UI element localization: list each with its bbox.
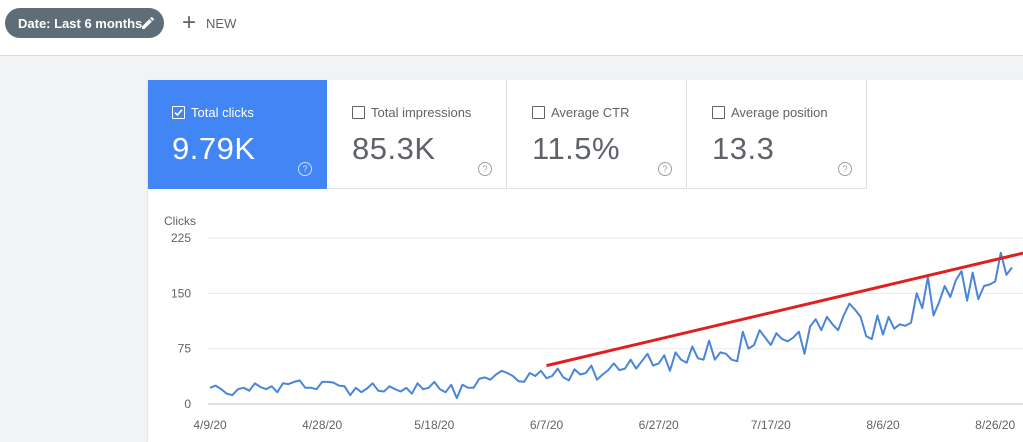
checkbox-icon[interactable]: [352, 106, 365, 119]
metric-value: 13.3: [712, 131, 775, 166]
new-filter-button[interactable]: + NEW: [182, 10, 236, 36]
y-tick-label: 75: [178, 342, 192, 356]
x-tick-label: 6/27/20: [639, 418, 679, 432]
top-toolbar: Date: Last 6 months + NEW: [0, 0, 1023, 56]
checkbox-icon[interactable]: [712, 106, 725, 119]
metric-label: Average position: [731, 105, 828, 120]
new-button-label: NEW: [206, 15, 237, 31]
metric-total-impressions[interactable]: Total impressions 85.3K ?: [328, 80, 507, 189]
x-tick-label: 8/26/20: [975, 418, 1015, 432]
y-tick-label: 225: [171, 231, 191, 245]
metric-label: Total clicks: [191, 105, 254, 120]
help-icon[interactable]: ?: [838, 162, 852, 176]
help-icon[interactable]: ?: [658, 162, 672, 176]
date-filter-chip[interactable]: Date: Last 6 months: [5, 8, 164, 38]
metric-value: 85.3K: [352, 131, 436, 166]
x-tick-label: 4/9/20: [193, 418, 227, 432]
x-tick-label: 7/17/20: [751, 418, 791, 432]
trend-arrow-shaft: [546, 251, 1023, 368]
series-line-clicks: [209, 251, 1013, 400]
y-tick-label: 0: [184, 397, 191, 411]
metric-average-position[interactable]: Average position 13.3 ?: [688, 80, 867, 189]
metric-label: Average CTR: [551, 105, 630, 120]
y-tick-label: 150: [171, 286, 191, 300]
checkbox-checked-icon[interactable]: [172, 106, 185, 119]
clicks-line-chart: Clicks 0 75 150 225 4/9/20 4/28/20 5/18/20 6/7/2…: [164, 214, 1023, 432]
metric-label: Total impressions: [371, 105, 472, 120]
x-tick-label: 8/6/20: [866, 418, 900, 432]
y-axis-title: Clicks: [164, 214, 196, 228]
x-tick-label: 4/28/20: [302, 418, 342, 432]
metric-average-ctr[interactable]: Average CTR 11.5% ?: [508, 80, 687, 189]
checkbox-icon[interactable]: [532, 106, 545, 119]
metric-value: 9.79K: [172, 131, 256, 166]
help-icon[interactable]: ?: [298, 162, 312, 176]
metric-total-clicks[interactable]: Total clicks 9.79K ?: [148, 80, 327, 189]
help-icon[interactable]: ?: [478, 162, 492, 176]
x-tick-label: 5/18/20: [414, 418, 454, 432]
performance-card: Total clicks 9.79K ? Total impressions 8…: [148, 80, 1023, 442]
metric-value: 11.5%: [532, 131, 621, 166]
edit-pencil-icon: [142, 16, 155, 29]
x-tick-label: 6/7/20: [530, 418, 564, 432]
date-filter-label: Date: Last 6 months: [18, 15, 143, 31]
plus-icon: +: [182, 9, 197, 36]
